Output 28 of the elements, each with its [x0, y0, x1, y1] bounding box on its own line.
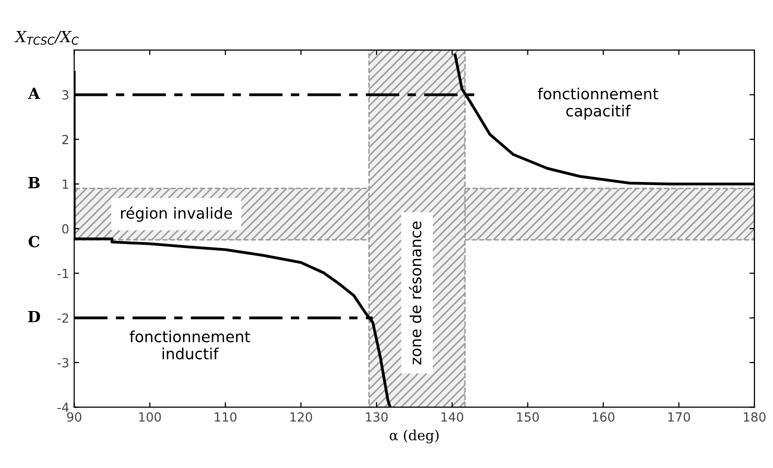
x-tick-label: 160: [592, 412, 614, 422]
y-tick-label: -4: [57, 402, 69, 412]
y-tick-label: 0: [62, 224, 69, 234]
y-axis-title: X$_{TCSC}$/X$_{C}$: [14, 30, 79, 45]
x-tick-label: 170: [668, 412, 690, 422]
x-tick-label: 110: [214, 412, 236, 422]
y-tick-label: -1: [57, 268, 68, 278]
x-axis-title: α (deg): [390, 430, 439, 444]
y-tick-label: 3: [62, 90, 68, 100]
annotation: fonctionnement inductif: [130, 330, 250, 360]
x-tick-label: 130: [366, 412, 388, 422]
band-label: zone de résonance: [408, 221, 422, 364]
text: B: [28, 177, 40, 188]
x-tick-label: 140: [442, 412, 464, 422]
y-tick-label: 2: [62, 134, 68, 144]
x-tick-label: 120: [290, 412, 312, 422]
x-tick-label: 180: [744, 412, 766, 422]
x-tick-label: 90: [67, 412, 82, 422]
text: A: [28, 88, 40, 99]
text: D: [28, 310, 40, 322]
y-tick-label: -2: [57, 313, 68, 323]
x-tick-label: 150: [517, 412, 539, 422]
band-label: région invalide: [121, 206, 232, 222]
text: C: [28, 236, 40, 248]
annotation: fonctionnement capacitif: [538, 88, 658, 120]
x-tick-label: 100: [139, 412, 161, 422]
y-tick-label: -3: [57, 358, 68, 368]
y-tick-label: 1: [62, 180, 68, 189]
